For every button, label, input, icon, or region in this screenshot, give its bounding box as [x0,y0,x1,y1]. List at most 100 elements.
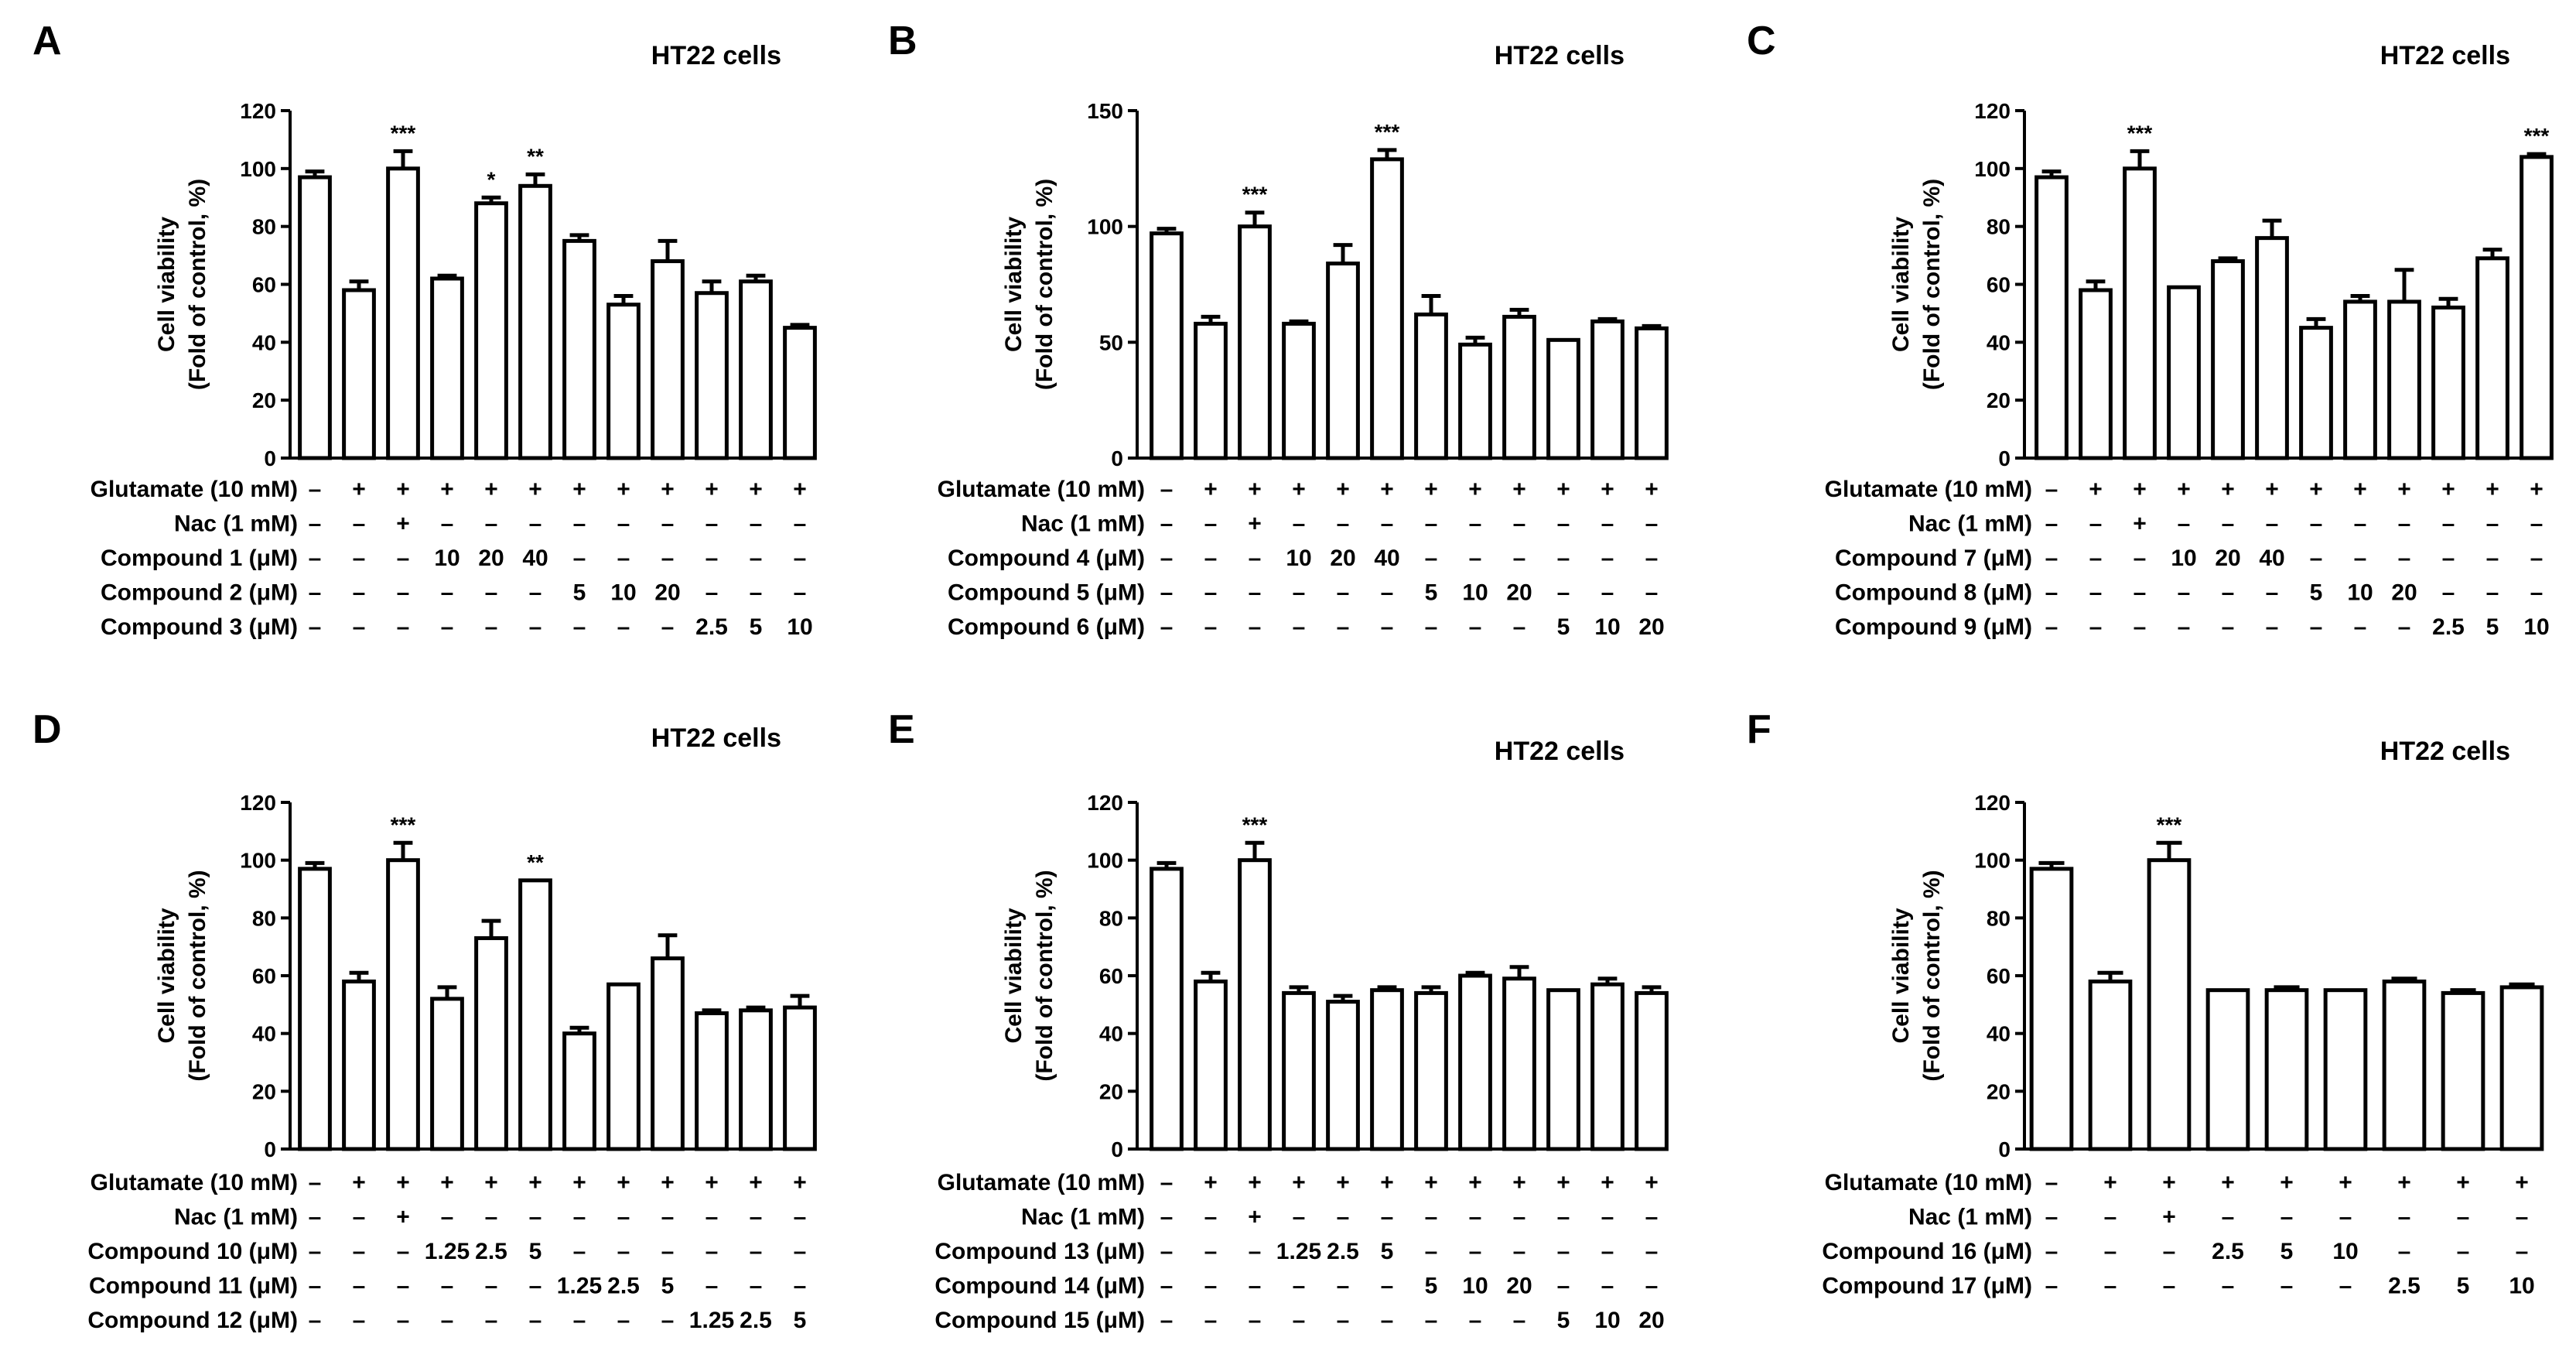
treatment-cell: + [1248,477,1262,502]
bar [2299,326,2333,460]
treatment-cell: – [1204,614,1218,640]
treatment-cell: – [2222,580,2235,606]
treatment-cell: – [2045,614,2058,640]
treatment-cell: 20 [1638,1308,1664,1333]
treatment-cell: + [2221,477,2235,502]
y-axis-label-line2: (Fold of control, %) [1919,179,1945,390]
significance-marker: *** [1375,120,1400,144]
bar [2520,155,2554,460]
treatment-row-label: Compound 7 (μM) [1835,545,2032,571]
treatment-cell: 20 [2391,580,2417,606]
bar [1414,312,1448,460]
treatment-cell: – [441,1205,454,1230]
treatment-cell: 5 [2486,614,2499,640]
treatment-cell: – [1293,614,1306,640]
bar [2431,305,2465,460]
y-tick-label: 20 [252,1079,276,1103]
treatment-cell: – [2045,511,2058,537]
treatment-cell: + [2515,1170,2529,1195]
treatment-cell: – [1381,511,1394,537]
treatment-cell: – [617,1205,630,1230]
treatment-cell: – [2266,511,2279,537]
y-axis-label-line1: Cell viability [1888,217,1914,352]
treatment-cell: – [750,1274,763,1299]
treatment-cell: – [1160,1205,1174,1230]
treatment-cell: – [2222,614,2235,640]
treatment-cell: – [1513,1308,1526,1333]
treatment-cell: – [353,1239,366,1264]
treatment-cell: – [309,1239,322,1264]
treatment-cell: 10 [2171,545,2196,571]
y-tick-label: 120 [1974,791,2011,815]
treatment-cell: – [617,511,630,537]
treatment-cell: – [794,1205,807,1230]
treatment-cell: – [661,1205,675,1230]
treatment-cell: + [1468,477,1482,502]
treatment-row-label: Glutamate (10 mM) [938,1170,1145,1195]
y-tick-label: 150 [1087,99,1123,123]
y-tick-label: 50 [1099,330,1123,354]
treatment-cell: – [2222,511,2235,537]
treatment-row-label: Nac (1 mM) [1908,511,2032,537]
treatment-cell: + [2309,477,2323,502]
treatment-cell: 2.5 [2388,1274,2421,1299]
panel-title: HT22 cells [651,723,781,753]
treatment-cell: + [2089,477,2103,502]
treatment-cell: – [2339,1274,2352,1299]
bar [1414,990,1448,1151]
treatment-cell: + [440,477,454,502]
treatment-cell: – [750,1239,763,1264]
treatment-cell: – [573,1205,586,1230]
treatment-cell: – [1645,1239,1659,1264]
bar [651,956,685,1151]
y-axis-label: Cell viability (Fold of control, %) [1888,179,1945,390]
treatment-cell: – [2530,511,2544,537]
treatment-row-label: Compound 16 (μM) [1822,1239,2032,1264]
significance-marker: *** [1242,183,1268,207]
y-tick-label: 120 [1974,99,2011,123]
treatment-cell: – [2178,511,2191,537]
treatment-row-label: Nac (1 mM) [174,1205,298,1230]
y-tick-label: 120 [1087,791,1123,815]
treatment-cell: – [353,614,366,640]
treatment-cell: – [794,511,807,537]
treatment-row-label: Nac (1 mM) [1021,1205,1145,1230]
treatment-cell: – [1293,580,1306,606]
treatment-cell: – [750,511,763,537]
treatment-cell: 40 [522,545,548,571]
treatment-cell: – [397,1308,410,1333]
bar [1546,337,1580,460]
bar [2441,990,2485,1151]
significance-marker: *** [2127,121,2153,145]
treatment-cell: – [661,614,675,640]
y-tick-label: 20 [1987,1079,2011,1103]
panel-title: HT22 cells [651,41,781,70]
treatment-cell: – [309,1308,322,1333]
bar [2029,867,2074,1151]
bar [651,259,685,460]
treatment-cell: – [2089,511,2103,537]
treatment-cell: + [2353,477,2367,502]
treatment-cell: – [309,1274,322,1299]
treatment-cell: 1.25 [689,1308,734,1333]
treatment-cell: 2.5 [2212,1239,2244,1264]
treatment-cell: – [2178,580,2191,606]
treatment-cell: – [1645,545,1659,571]
treatment-cell: – [2516,1239,2529,1264]
bar [1238,858,1272,1151]
treatment-row-label: Compound 2 (μM) [101,580,298,606]
treatment-cell: – [1557,511,1570,537]
y-tick-label: 0 [264,1137,276,1161]
treatment-cell: – [2457,1239,2470,1264]
treatment-cell: 5 [1557,614,1570,640]
y-axis-label-line2: (Fold of control, %) [185,179,210,390]
treatment-cell: 10 [1286,545,1311,571]
treatment-cell: 20 [654,580,680,606]
treatment-cell: – [1469,1308,1482,1333]
treatment-cell: – [2222,1274,2235,1299]
bar [474,201,508,460]
treatment-cell: – [2398,1205,2411,1230]
treatment-cell: – [2398,614,2411,640]
treatment-cell: + [793,477,807,502]
treatment-cell: + [1292,1170,1306,1195]
